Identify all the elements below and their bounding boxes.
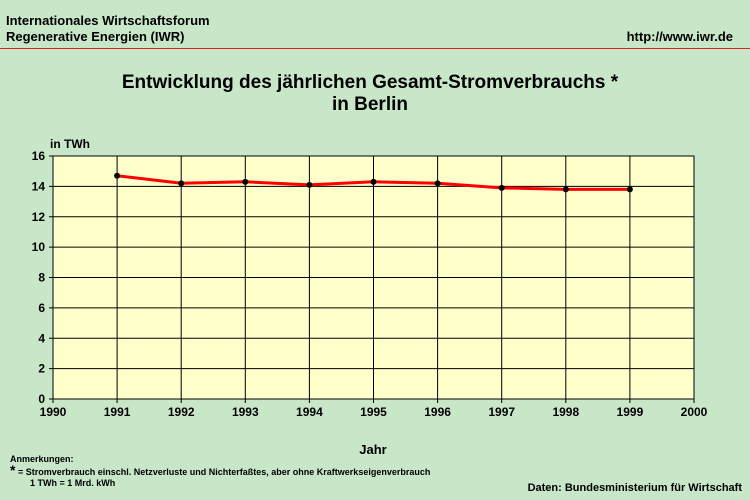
y-tick-label: 12 [32,210,46,224]
data-point [306,181,313,188]
note-line: * = Stromverbrauch einschl. Netzverluste… [10,462,431,478]
x-tick-label: 1996 [424,405,451,419]
y-axis-unit-label: in TWh [50,137,90,151]
note-unit: 1 TWh = 1 Mrd. kWh [30,478,116,488]
chart-title-line-1: Entwicklung des jährlichen Gesamt-Stromv… [121,72,619,93]
notes-title: Anmerkungen: [10,454,74,464]
x-tick-label: 1999 [617,405,644,419]
data-point [242,178,249,185]
chart-title-line-2: in Berlin [331,94,408,115]
x-tick-label: 1991 [104,405,131,419]
y-tick-label: 8 [38,271,45,285]
chart-title: Entwicklung des jährlichen Gesamt-Stromv… [0,72,740,116]
note-text: = Stromverbrauch einschl. Netzverluste u… [17,467,431,477]
gridlines [53,156,694,399]
data-point [498,184,505,191]
x-tick-label: 1992 [168,405,195,419]
data-point [434,180,441,187]
organization-line-1: Internationales Wirtschaftsforum [6,13,210,28]
data-point [370,178,377,185]
y-tick-label: 10 [32,240,46,254]
x-axis-ticks: 1990 1991 1992 1993 1994 1995 1996 1997 1998 1999… [40,399,708,419]
x-tick-label: 1993 [232,405,259,419]
website-url[interactable]: http://www.iwr.de [626,29,733,44]
y-tick-label: 4 [38,331,45,345]
data-point [178,180,185,187]
x-tick-label: 1994 [296,405,323,419]
data-point [562,186,569,193]
x-tick-label: 2000 [681,405,708,419]
y-tick-label: 14 [32,179,46,193]
data-series [114,172,633,193]
y-tick-label: 2 [38,362,45,376]
organization-name: Internationales Wirtschaftsforum Regener… [6,13,210,45]
y-tick-label: 6 [38,301,45,315]
header-divider [0,48,750,49]
x-tick-label: 1990 [40,405,67,419]
x-tick-label: 1995 [360,405,387,419]
data-point [626,186,633,193]
data-point [114,172,121,179]
data-source: Daten: Bundesministerium für Wirtschaft [527,482,742,494]
footnotes: Anmerkungen: * = Stromverbrauch einschl.… [10,454,430,489]
x-tick-label: 1998 [552,405,579,419]
y-axis-ticks: 0 2 4 6 8 10 12 14 16 [32,149,53,406]
y-tick-label: 0 [38,392,45,406]
note-asterisk: * [10,462,16,478]
x-axis-label: Jahr [359,442,386,457]
y-tick-label: 16 [32,149,46,163]
organization-line-2: Regenerative Energien (IWR) [6,29,185,44]
x-tick-label: 1997 [488,405,515,419]
